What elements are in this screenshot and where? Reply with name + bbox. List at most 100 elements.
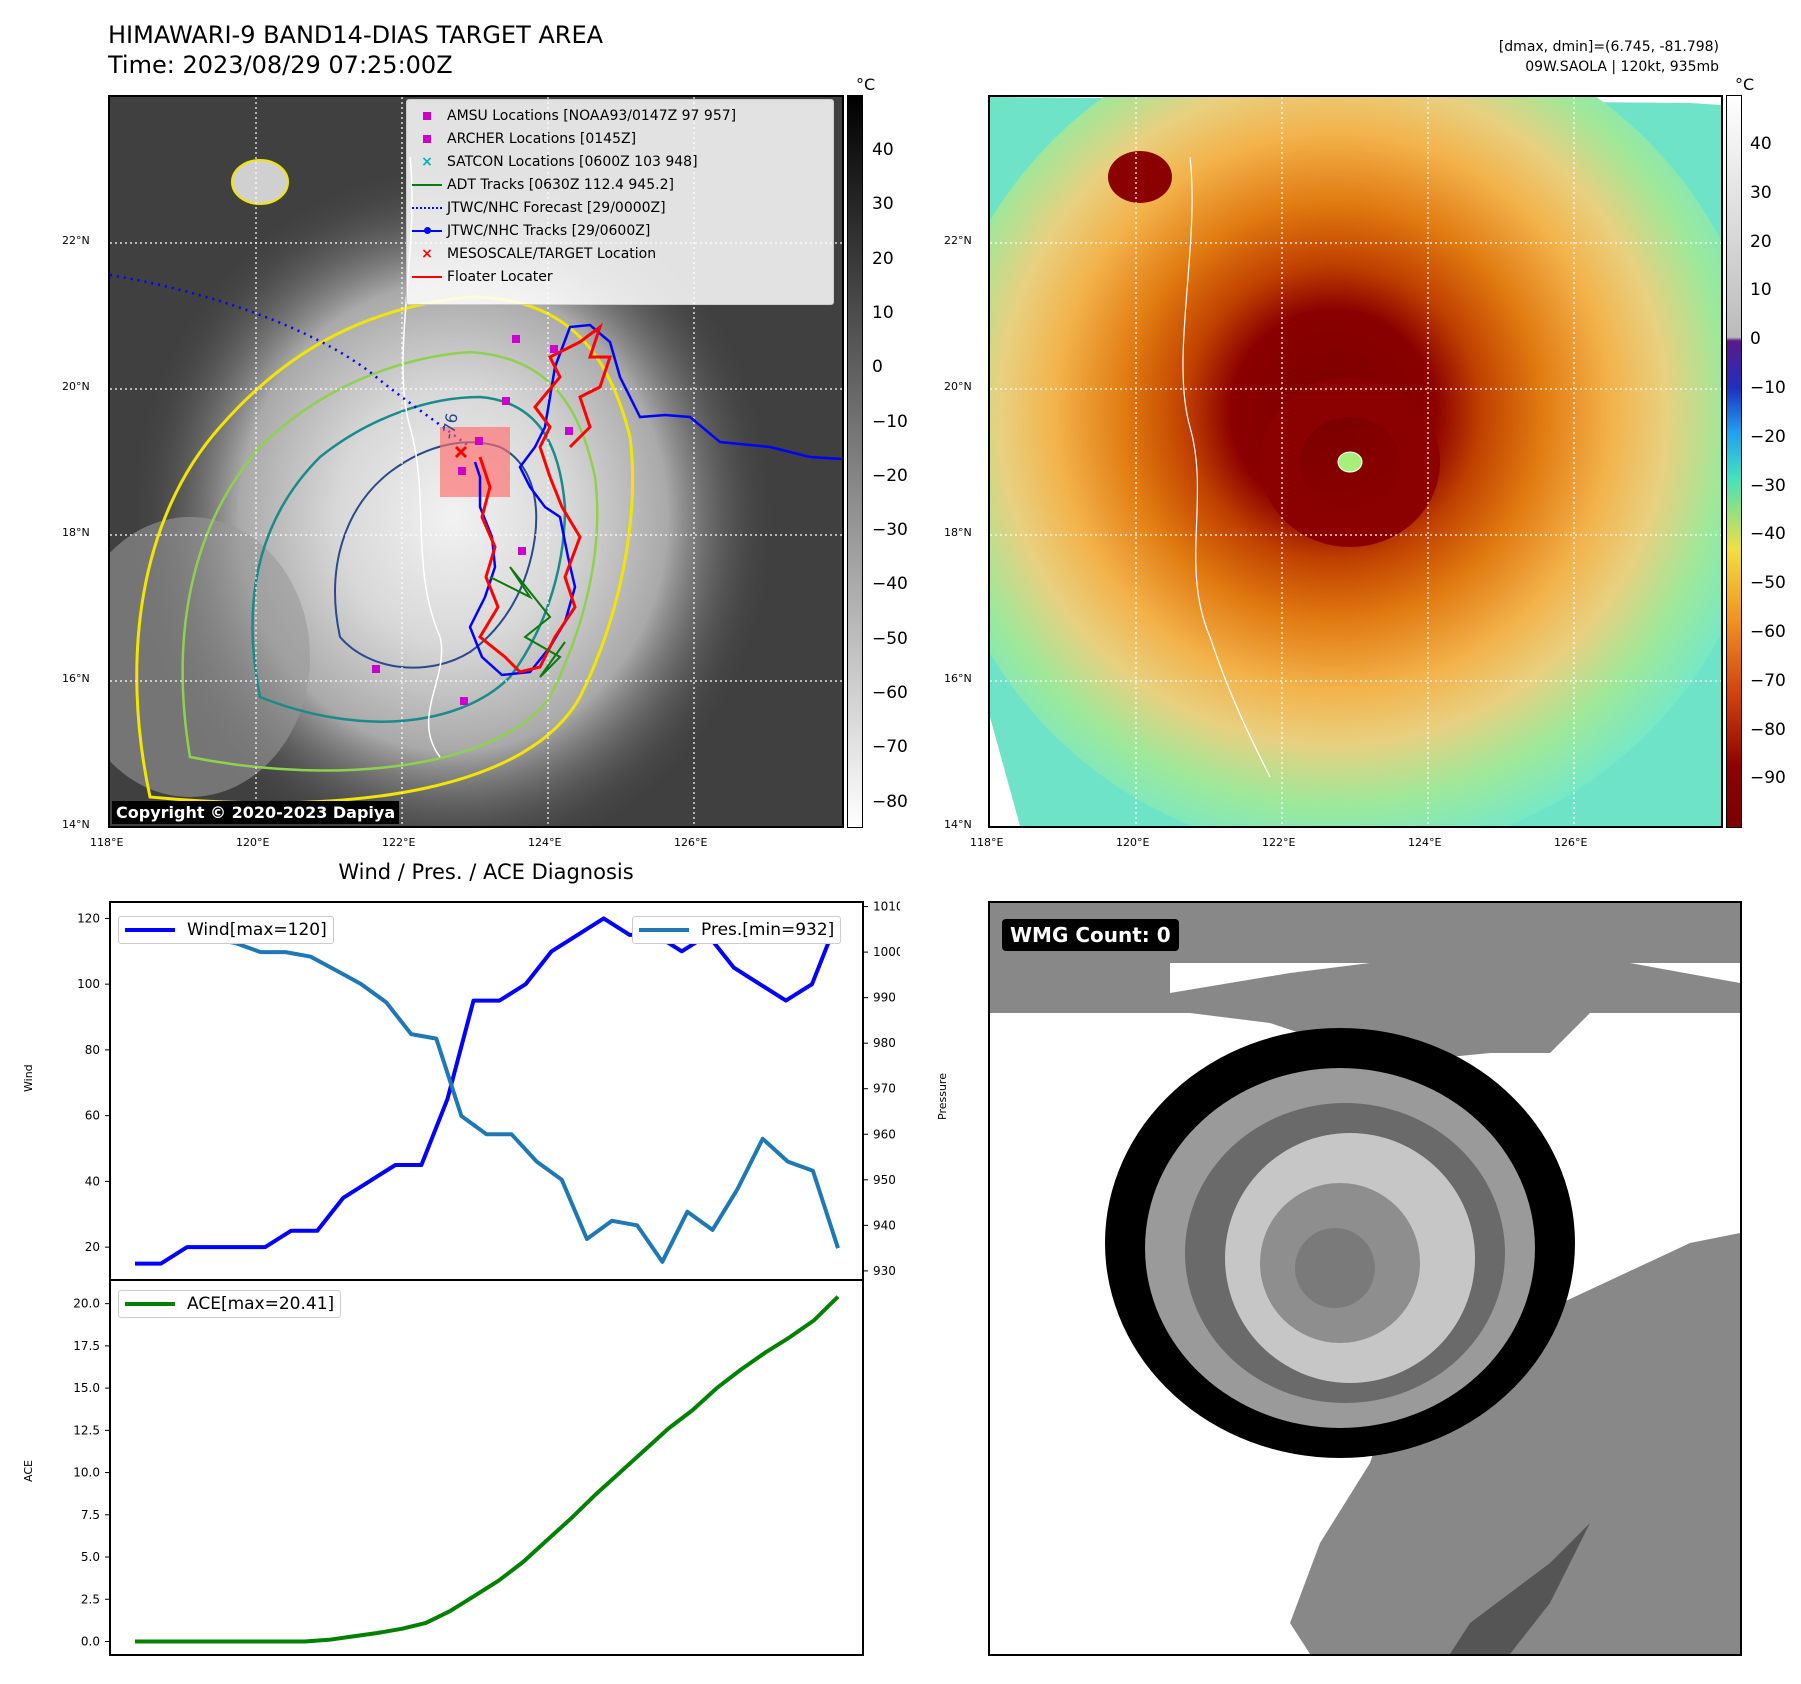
pressure-ylabel: Pressure <box>936 1073 949 1120</box>
ace-swatch <box>125 1302 175 1306</box>
gray-colorbar <box>847 95 863 828</box>
colorbar-tick-label: −20 <box>1750 426 1786 447</box>
lon-label: 118°E <box>90 836 124 849</box>
diagnosis-chart-svg: 20 40 60 80 100 120 930 940 950 960 970 980 990 1000 1… <box>73 900 900 1656</box>
eyewall <box>1260 377 1440 547</box>
y-right-tick-label: 990 <box>873 991 896 1005</box>
plot-frame <box>109 901 864 1281</box>
y-tick-label: 10.0 <box>73 1466 100 1480</box>
y-right-tick-label: 960 <box>873 1127 896 1141</box>
copyright-badge: Copyright © 2020-2023 Dapiya <box>112 801 400 824</box>
colorbar-tick-label: 0 <box>872 357 883 378</box>
contour-value-label: -76 <box>438 411 461 440</box>
colorbar-tick-label: −10 <box>872 411 908 432</box>
pressure-legend-label: Pres.[min=932] <box>701 920 835 940</box>
lon-label: 122°E <box>1262 836 1296 849</box>
colorbar-tick-label: −40 <box>1750 524 1786 545</box>
ace-series-line <box>135 1295 840 1644</box>
legend-item-mesoscale: × MESOSCALE/TARGET Location <box>407 242 833 265</box>
y-tick-label: 17.5 <box>73 1339 100 1353</box>
color-colorbar <box>1726 95 1742 828</box>
lon-label: 120°E <box>1116 836 1150 849</box>
legend-item-jtwc-tracks: JTWC/NHC Tracks [29/0600Z] <box>407 219 833 242</box>
legend-label: ADT Tracks [0630Z 112.4 945.2] <box>447 176 674 193</box>
legend-label: SATCON Locations [0600Z 103 948] <box>447 153 698 170</box>
colorbar-tick-label: −50 <box>872 628 908 649</box>
wmg-darkgray-band <box>1450 1523 1590 1654</box>
pressure-legend: Pres.[min=932] <box>632 916 842 944</box>
colorbar-tick-label: −90 <box>1750 768 1786 789</box>
colorbar-tick-label: −70 <box>1750 670 1786 691</box>
colorbar-tick-label: −80 <box>1750 719 1786 740</box>
wmg-count-badge: WMG Count: 0 <box>1002 919 1179 951</box>
coastline-luzon <box>1182 156 1271 778</box>
y-right-tick-label: 980 <box>873 1036 896 1050</box>
contour-green <box>181 350 599 772</box>
pressure-series-line <box>135 927 840 1264</box>
figure-time: Time: 2023/08/29 07:25:00Z <box>108 51 453 79</box>
lat-label: 18°N <box>62 526 90 539</box>
enhanced-map-svg <box>990 97 1721 826</box>
wind-series-line <box>135 916 840 1266</box>
legend-label: AMSU Locations [NOAA93/0147Z 97 957] <box>447 107 737 124</box>
ace-ylabel: ACE <box>22 1460 35 1482</box>
enhanced-map-panel <box>988 95 1723 828</box>
wind-swatch <box>125 928 175 932</box>
lat-label: 22°N <box>62 234 90 247</box>
enhanced-map-grid <box>990 97 1721 826</box>
mesoscale-target-marker <box>454 445 468 459</box>
line-icon <box>407 275 447 278</box>
colorbar-tick-label: 10 <box>872 302 894 323</box>
legend-item-satcon: × SATCON Locations [0600Z 103 948] <box>407 150 833 173</box>
lon-label: 126°E <box>1554 836 1588 849</box>
contour-yellow-outer <box>135 295 635 805</box>
square-icon <box>407 111 447 120</box>
wmg-svg <box>990 903 1740 1654</box>
pressure-swatch <box>639 928 689 932</box>
colorbar-tick-label: −40 <box>872 574 908 595</box>
dotted-line-icon <box>407 206 447 209</box>
line-icon <box>407 183 447 186</box>
legend-item-floater: Floater Locater <box>407 265 833 288</box>
ace-axes: 0.0 2.5 5.0 7.5 10.0 12.5 15.0 17.5 20.0 <box>73 1279 864 1656</box>
lat-label: 20°N <box>944 380 972 393</box>
y-tick-label: 120 <box>77 911 100 925</box>
colorbar-tick-label: −60 <box>872 683 908 703</box>
colorbar-tick-label: 40 <box>1750 134 1772 154</box>
floater-locater-track <box>478 322 613 674</box>
y-tick-label: 100 <box>77 977 100 991</box>
y-right-tick-label: 940 <box>873 1218 896 1232</box>
legend-label: JTWC/NHC Forecast [29/0000Z] <box>447 199 666 216</box>
jtwc-forecast-track <box>110 273 471 449</box>
y-right-tick-label: 1010 <box>873 900 900 914</box>
figure-title: HIMAWARI-9 BAND14-DIAS TARGET AREA <box>108 21 604 49</box>
colorbar-tick-label: −10 <box>1750 378 1786 398</box>
y-tick-label: 0.0 <box>81 1634 100 1648</box>
lon-label: 124°E <box>528 836 562 849</box>
lon-label: 124°E <box>1408 836 1442 849</box>
colorbar-tick-label: −50 <box>1750 573 1786 594</box>
y-tick-label: 20 <box>85 1240 100 1254</box>
legend-label: ARCHER Locations [0145Z] <box>447 130 637 147</box>
wmg-gray-bottom <box>1290 1233 1740 1654</box>
lat-label: 20°N <box>62 380 90 393</box>
wmg-gray-top-fringe <box>990 943 1740 1063</box>
wind-ylabel: Wind <box>22 1064 35 1092</box>
lat-label: 14°N <box>944 818 972 831</box>
lon-label: 120°E <box>236 836 270 849</box>
y-right-tick-label: 950 <box>873 1173 896 1187</box>
colorbar-tick-label: −30 <box>872 520 908 541</box>
colorbar-tick-label: 20 <box>1750 231 1772 252</box>
contour-navy <box>334 441 538 669</box>
amsu-archer-markers <box>372 335 573 705</box>
dmax-dmin-label: [dmax, dmin]=(6.745, -81.798) <box>1498 39 1719 55</box>
color-colorbar-unit: °C <box>1735 75 1755 94</box>
gray-colorbar-unit: °C <box>856 75 876 94</box>
lon-label: 122°E <box>382 836 416 849</box>
colorbar-tick-label: 30 <box>1750 182 1772 203</box>
legend-item-adt: ADT Tracks [0630Z 112.4 945.2] <box>407 173 833 196</box>
y-right-tick-label: 1000 <box>873 945 900 959</box>
ace-legend-label: ACE[max=20.41] <box>187 1294 335 1314</box>
line-dot-icon <box>407 226 447 234</box>
y-tick-label: 15.0 <box>73 1381 100 1395</box>
